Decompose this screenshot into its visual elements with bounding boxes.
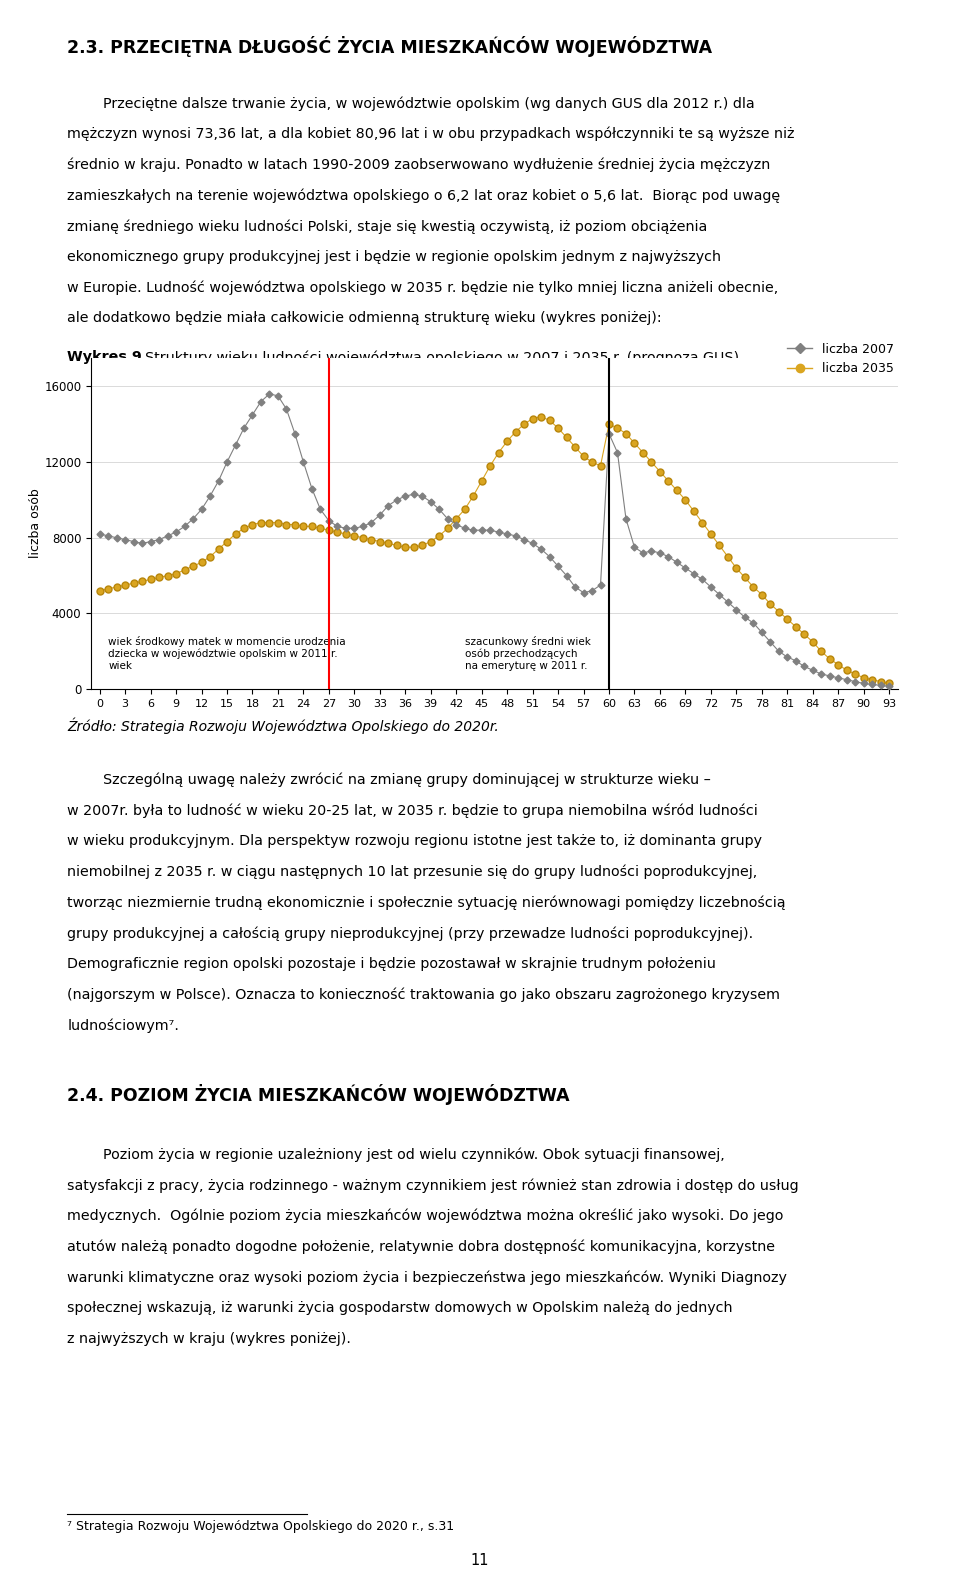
Text: wiek środkowy matek w momencie urodzenia
dziecka w województwie opolskim w 2011 : wiek środkowy matek w momencie urodzenia… bbox=[108, 636, 346, 670]
Text: średnio w kraju. Ponadto w latach 1990-2009 zaobserwowano wydłużenie średniej ży: średnio w kraju. Ponadto w latach 1990-2… bbox=[67, 158, 771, 172]
Text: warunki klimatyczne oraz wysoki poziom życia i bezpieczeństwa jego mieszkańców. : warunki klimatyczne oraz wysoki poziom ż… bbox=[67, 1269, 787, 1285]
Text: w wieku produkcyjnym. Dla perspektyw rozwoju regionu istotne jest także to, iż d: w wieku produkcyjnym. Dla perspektyw roz… bbox=[67, 834, 762, 848]
Text: atutów należą ponadto dogodne położenie, relatywnie dobra dostępność komunikacyj: atutów należą ponadto dogodne położenie,… bbox=[67, 1240, 776, 1254]
Text: tworząc niezmiernie trudną ekonomicznie i społecznie sytuację nierównowagi pomię: tworząc niezmiernie trudną ekonomicznie … bbox=[67, 896, 785, 910]
Text: społecznej wskazują, iż warunki życia gospodarstw domowych w Opolskim należą do : społecznej wskazują, iż warunki życia go… bbox=[67, 1301, 732, 1315]
Text: szacunkowy średni wiek
osób przechodzących
na emeryturę w 2011 r.: szacunkowy średni wiek osób przechodzący… bbox=[465, 636, 590, 670]
Text: Szczególną uwagę należy zwrócić na zmianę grupy dominującej w strukturze wieku –: Szczególną uwagę należy zwrócić na zmian… bbox=[67, 773, 711, 787]
Legend: liczba 2007, liczba 2035: liczba 2007, liczba 2035 bbox=[782, 337, 900, 380]
Text: ekonomicznego grupy produkcyjnej jest i będzie w regionie opolskim jednym z najw: ekonomicznego grupy produkcyjnej jest i … bbox=[67, 249, 721, 263]
Text: . Struktury wieku ludności województwa opolskiego w 2007 i 2035 r. (prognoza GUS: . Struktury wieku ludności województwa o… bbox=[136, 350, 739, 364]
Text: ale dodatkowo będzie miała całkowicie odmienną strukturę wieku (wykres poniżej):: ale dodatkowo będzie miała całkowicie od… bbox=[67, 311, 661, 325]
Text: ⁷ Strategia Rozwoju Województwa Opolskiego do 2020 r., s.31: ⁷ Strategia Rozwoju Województwa Opolskie… bbox=[67, 1520, 454, 1533]
Text: grupy produkcyjnej a całością grupy nieprodukcyjnej (przy przewadze ludności pop: grupy produkcyjnej a całością grupy niep… bbox=[67, 926, 754, 941]
Text: w Europie. Ludność województwa opolskiego w 2035 r. będzie nie tylko mniej liczn: w Europie. Ludność województwa opolskieg… bbox=[67, 281, 779, 295]
Text: 11: 11 bbox=[470, 1553, 490, 1569]
Text: ludnościowym⁷.: ludnościowym⁷. bbox=[67, 1019, 180, 1033]
Y-axis label: liczba osób: liczba osób bbox=[29, 489, 41, 558]
Text: medycznych.  Ogólnie poziom życia mieszkańców województwa można określić jako wy: medycznych. Ogólnie poziom życia mieszka… bbox=[67, 1208, 783, 1224]
Text: Źródło: Strategia Rozwoju Województwa Opolskiego do 2020r.: Źródło: Strategia Rozwoju Województwa Op… bbox=[67, 718, 499, 733]
Text: Przeciętne dalsze trwanie życia, w województwie opolskim (wg danych GUS dla 2012: Przeciętne dalsze trwanie życia, w wojew… bbox=[67, 96, 755, 110]
Text: z najwyższych w kraju (wykres poniżej).: z najwyższych w kraju (wykres poniżej). bbox=[67, 1331, 351, 1345]
Text: Poziom życia w regionie uzależniony jest od wielu czynników. Obok sytuacji finan: Poziom życia w regionie uzależniony jest… bbox=[67, 1146, 725, 1162]
Text: niemobilnej z 2035 r. w ciągu następnych 10 lat przesunie się do grupy ludności : niemobilnej z 2035 r. w ciągu następnych… bbox=[67, 864, 757, 880]
Text: Demograficznie region opolski pozostaje i będzie pozostawał w skrajnie trudnym p: Demograficznie region opolski pozostaje … bbox=[67, 957, 716, 971]
Text: mężczyzn wynosi 73,36 lat, a dla kobiet 80,96 lat i w obu przypadkach współczynn: mężczyzn wynosi 73,36 lat, a dla kobiet … bbox=[67, 128, 795, 142]
Text: satysfakcji z pracy, życia rodzinnego - ważnym czynnikiem jest również stan zdro: satysfakcji z pracy, życia rodzinnego - … bbox=[67, 1178, 799, 1192]
Text: 2.4. POZIOM ŻYCIA MIESZKAŃCÓW WOJEWÓDZTWA: 2.4. POZIOM ŻYCIA MIESZKAŃCÓW WOJEWÓDZTW… bbox=[67, 1085, 570, 1105]
Text: 2.3. PRZECIĘTNA DŁUGOŚĆ ŻYCIA MIESZKAŃCÓW WOJEWÓDZTWA: 2.3. PRZECIĘTNA DŁUGOŚĆ ŻYCIA MIESZKAŃCÓ… bbox=[67, 36, 712, 57]
Text: zamieszkałych na terenie województwa opolskiego o 6,2 lat oraz kobiet o 5,6 lat.: zamieszkałych na terenie województwa opo… bbox=[67, 188, 780, 203]
Text: zmianę średniego wieku ludności Polski, staje się kwestią oczywistą, iż poziom o: zmianę średniego wieku ludności Polski, … bbox=[67, 219, 708, 233]
Text: (najgorszym w Polsce). Oznacza to konieczność traktowania go jako obszaru zagroż: (najgorszym w Polsce). Oznacza to koniec… bbox=[67, 987, 780, 1003]
Text: w 2007r. była to ludność w wieku 20-25 lat, w 2035 r. będzie to grupa niemobilna: w 2007r. była to ludność w wieku 20-25 l… bbox=[67, 803, 758, 818]
Text: Wykres 9: Wykres 9 bbox=[67, 350, 142, 364]
